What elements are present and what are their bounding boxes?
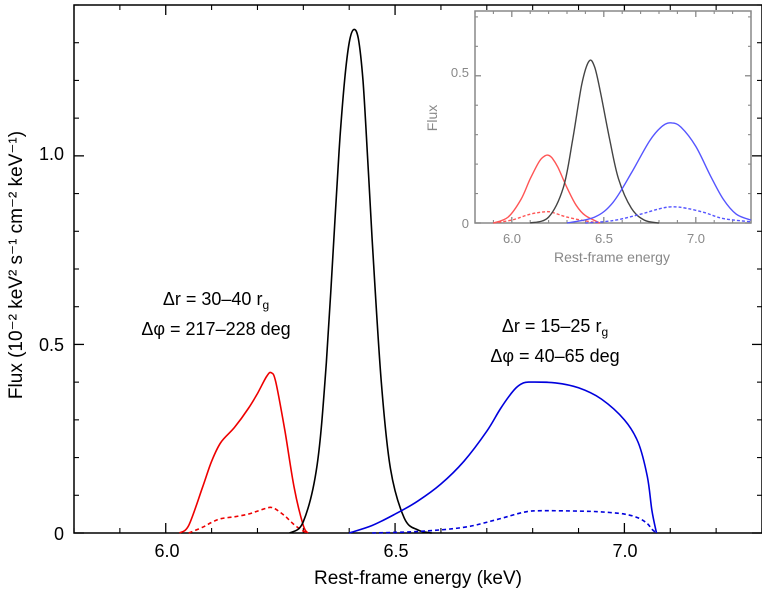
main-series [178,28,658,534]
main-xtick-label: 6.5 [383,541,408,561]
annotation-blue-line1-text: Δr = 15–25 r [502,316,602,336]
inset-ytick-label: 0 [462,216,469,231]
main-x-axis-label: Rest-frame energy (keV) [314,568,522,589]
inset-x-axis-label: Rest-frame energy [554,249,670,265]
main-plot: 6.0 6.5 7.0 0 0.5 1.0 Rest-frame energy … [6,4,762,589]
annotation-blue-line1-sub: g [601,325,608,339]
main-ytick-label: 0 [54,524,64,544]
main-series-blue-dashed [372,509,657,534]
annotation-blue-line2: Δφ = 40–65 deg [490,346,619,366]
inset-series-blue-gaussian [566,122,752,224]
main-ytick-label: 0.5 [39,335,64,355]
inset-series-blue-dashed [585,206,752,224]
main-ytick-label: 1.0 [39,144,64,164]
annotation-blue-line1: Δr = 15–25 rg [502,316,608,339]
inset-series-black-gaussian [529,59,660,224]
main-series-red-solid [178,371,309,534]
main-series-black-solid [289,28,432,534]
inset-xtick-label: 7.0 [687,231,705,246]
inset-xtick-label: 6.0 [503,231,521,246]
annotation-red-line1-sub: g [262,298,269,312]
main-ticks [73,4,762,534]
inset-series [493,59,752,224]
inset-xtick-label: 6.5 [595,231,613,246]
annotation-red-line1: Δr = 30–40 rg [163,289,269,312]
annotation-blue: Δr = 15–25 rg Δφ = 40–65 deg [490,316,619,366]
annotation-red: Δr = 30–40 rg Δφ = 217–228 deg [141,289,290,339]
inset-plot: 6.0 6.5 7.0 0 0.5 Rest-frame energy Flux [424,10,752,265]
annotation-red-line1-text: Δr = 30–40 r [163,289,263,309]
main-series-red-dashed [188,506,309,534]
inset-ytick-label: 0.5 [451,65,469,80]
inset-plot-frame [474,10,752,224]
main-xtick-label: 6.0 [154,541,179,561]
inset-ticks [474,11,752,224]
main-series-blue-solid [348,381,658,534]
annotation-red-line2: Δφ = 217–228 deg [141,319,290,339]
inset-series-red-gaussian [493,154,601,224]
main-xtick-label: 7.0 [612,541,637,561]
inset-y-axis-label: Flux [424,105,440,131]
main-y-axis-label: Flux (10⁻² keV² s⁻¹ cm⁻² keV⁻¹) [6,131,27,399]
